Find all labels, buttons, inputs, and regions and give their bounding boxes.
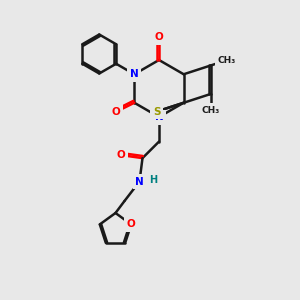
Text: O: O [127, 219, 136, 230]
Text: S: S [153, 106, 160, 117]
Text: N: N [130, 69, 139, 79]
Text: O: O [116, 150, 125, 160]
Text: CH₃: CH₃ [218, 56, 236, 65]
Text: O: O [112, 107, 121, 117]
Text: CH₃: CH₃ [202, 106, 220, 115]
Text: N: N [154, 112, 164, 122]
Text: H: H [149, 175, 157, 185]
Text: O: O [154, 32, 164, 43]
Text: N: N [135, 176, 144, 187]
